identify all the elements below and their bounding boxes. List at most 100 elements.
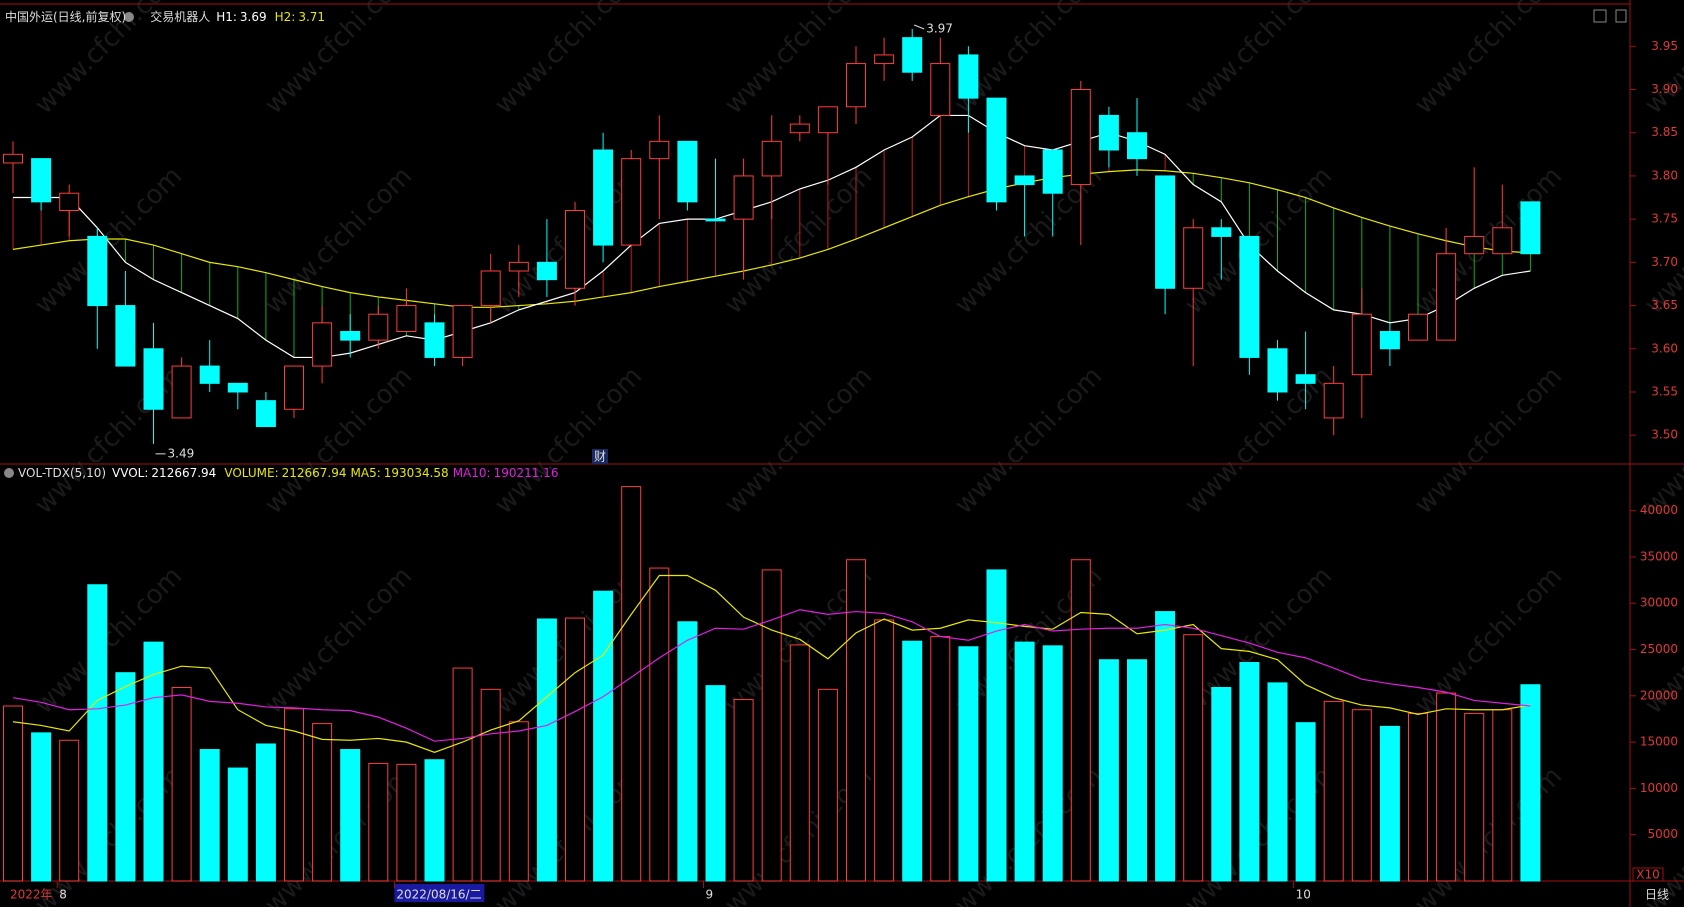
y-tick-label: 3.65 [1651,298,1678,312]
candle-body [31,158,52,203]
volume-bar [1379,725,1400,882]
volume-bar [649,567,670,882]
candle-body [1520,201,1541,255]
candle-body [677,140,698,203]
volume-bar [199,749,220,882]
legend-value: 3.69 [240,10,267,24]
candle-body [565,209,585,289]
y-tick-label: 3.85 [1651,125,1678,139]
volume-bar [1351,709,1372,882]
volume-bar [846,559,866,882]
max-label: 3.97 [926,22,953,36]
candle-body [621,158,642,246]
vol-icon [4,468,14,478]
window-button[interactable] [1615,9,1627,23]
y-tick-label: 3.90 [1651,82,1678,96]
candle-body [733,175,754,220]
volume-bar [284,708,304,882]
volume-bar [227,767,248,882]
y-tick-label: 3.70 [1651,255,1678,269]
candle-body [1070,88,1091,186]
volume-bar [536,618,557,882]
volume-bar [115,672,136,882]
volume-bar [3,705,23,882]
candle-body [368,313,389,341]
candle-body [789,123,810,134]
candle-body [424,322,445,358]
candle-body [986,97,1007,203]
candle-body [536,261,557,281]
candle-body [1014,175,1035,186]
volume-bar [368,762,389,882]
vol-title: VOL-TDX(5,10) [18,466,106,480]
event-marker-box[interactable] [592,449,608,464]
candle-body [452,305,473,358]
legend-value: 3.71 [298,10,325,24]
candle-body [59,192,80,211]
indicator-icon [124,12,134,22]
volume-bar [1014,641,1035,882]
volume-bar [31,732,52,882]
candle-body [593,149,614,246]
volume-bar [255,743,276,882]
ma10-line [12,609,1531,742]
candle-body [1464,235,1485,255]
volume-bar [480,688,501,882]
candle-body [87,235,108,307]
volume-bar [789,644,810,882]
y-tick-label: 40000 [1640,503,1678,517]
y-tick-label: 25000 [1640,642,1678,656]
candle-body [1295,374,1316,384]
candle-body [1436,253,1457,341]
volume-bar [1211,686,1232,882]
candle-body [1239,235,1260,358]
legend-label: H1: [216,10,237,24]
candle-body [115,305,136,367]
volume-bar [171,686,192,882]
candle-body [705,218,726,222]
candle-body [1351,313,1372,376]
min-label: 3.49 [168,446,195,460]
candle-body [874,54,895,65]
volume-bar [1436,692,1457,882]
volume-bar [508,721,529,882]
volume-bar [1070,559,1091,882]
candle-body [1042,149,1063,194]
y-tick-label: 3.60 [1651,341,1678,355]
candle-body [227,382,248,393]
window-button[interactable] [1593,9,1607,23]
event-marker[interactable]: 财 [594,450,606,464]
volume-bar [1408,712,1428,882]
unit-box [1632,867,1664,882]
volume-bar [874,619,895,882]
legend-label: MA10: [453,466,491,480]
legend-label: H2: [275,10,296,24]
candle-body [340,330,361,341]
volume-bar [705,685,726,882]
candle-body [508,261,529,272]
volume-bar [1295,722,1316,882]
x-tick-label: 2022/08/16/二 [396,888,481,902]
y-tick-label: 3.80 [1651,168,1678,182]
readout-label: VOLUME: [224,466,278,480]
volume-bar [817,688,838,882]
y-tick-label: 30000 [1640,596,1678,610]
candle-body [930,63,951,116]
volume-bar [1464,712,1485,882]
x-tick-label: 8 [59,888,67,902]
readout-value: 212667.94 [282,466,347,480]
y-tick-label: 5000 [1647,827,1678,841]
volume-bar [1520,684,1541,882]
volume-bar [733,699,754,882]
candle-body [1155,175,1176,289]
cursor-date-box [394,884,485,902]
candle-body [396,305,417,332]
y-tick-label: 3.95 [1651,39,1678,53]
y-tick-label: 3.75 [1651,212,1678,226]
candle-body [649,140,670,160]
ma5-line [12,574,1531,753]
volume-bar [143,641,164,882]
volume-bar [565,617,585,882]
candle-body [761,140,782,177]
